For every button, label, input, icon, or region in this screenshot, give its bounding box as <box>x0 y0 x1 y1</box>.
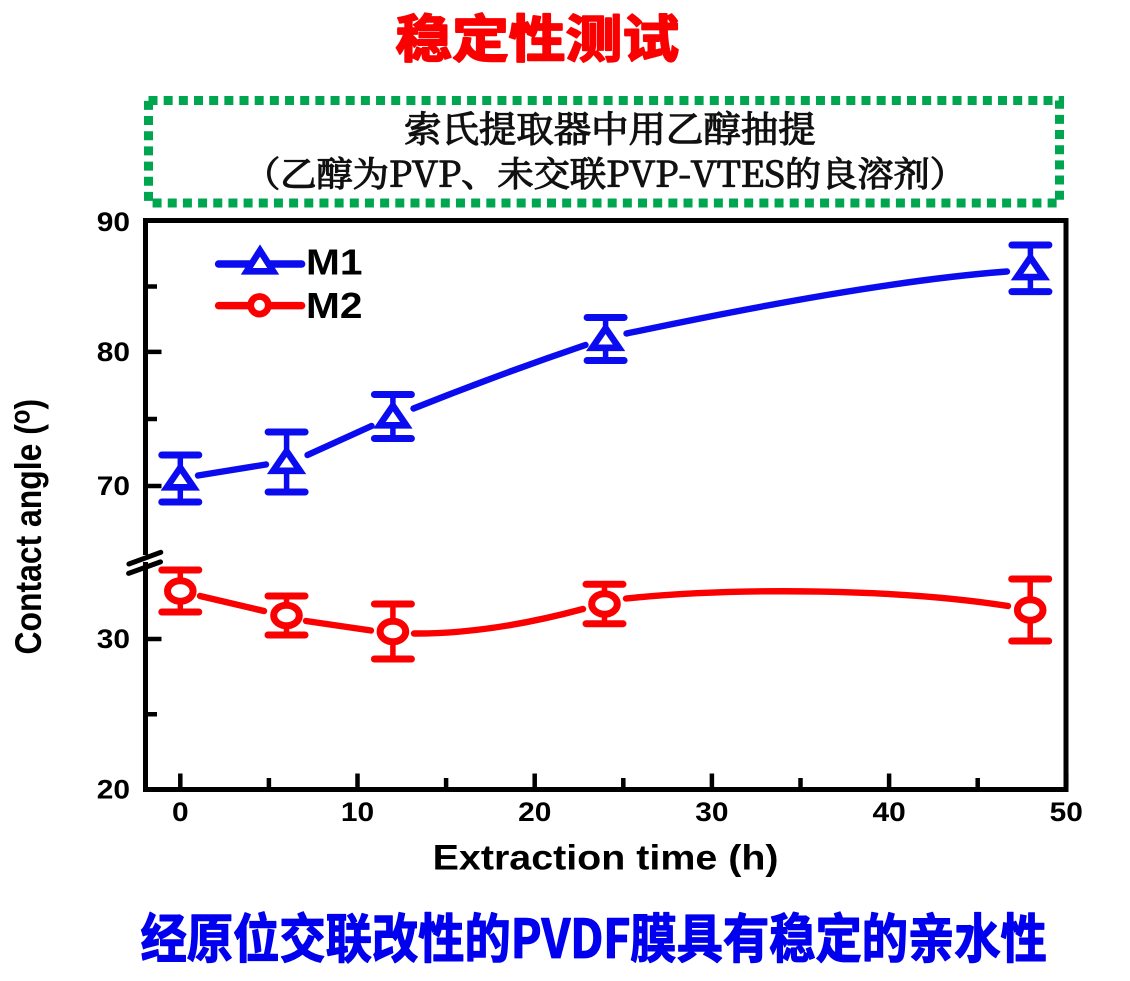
svg-text:10: 10 <box>341 797 374 827</box>
svg-text:0: 0 <box>172 797 189 827</box>
svg-text:Extraction time (h): Extraction time (h) <box>433 837 779 877</box>
svg-text:M2: M2 <box>306 286 363 326</box>
svg-text:80: 80 <box>97 338 130 368</box>
svg-text:20: 20 <box>518 797 551 827</box>
svg-text:30: 30 <box>97 625 130 655</box>
svg-text:20: 20 <box>97 775 130 805</box>
svg-text:70: 70 <box>97 472 130 502</box>
svg-text:40: 40 <box>872 797 905 827</box>
svg-text:Contact angle (o): Contact angle (o) <box>6 399 50 655</box>
svg-text:M1: M1 <box>306 243 363 283</box>
svg-text:90: 90 <box>97 208 130 238</box>
svg-text:50: 50 <box>1050 797 1083 827</box>
svg-text:30: 30 <box>695 797 728 827</box>
